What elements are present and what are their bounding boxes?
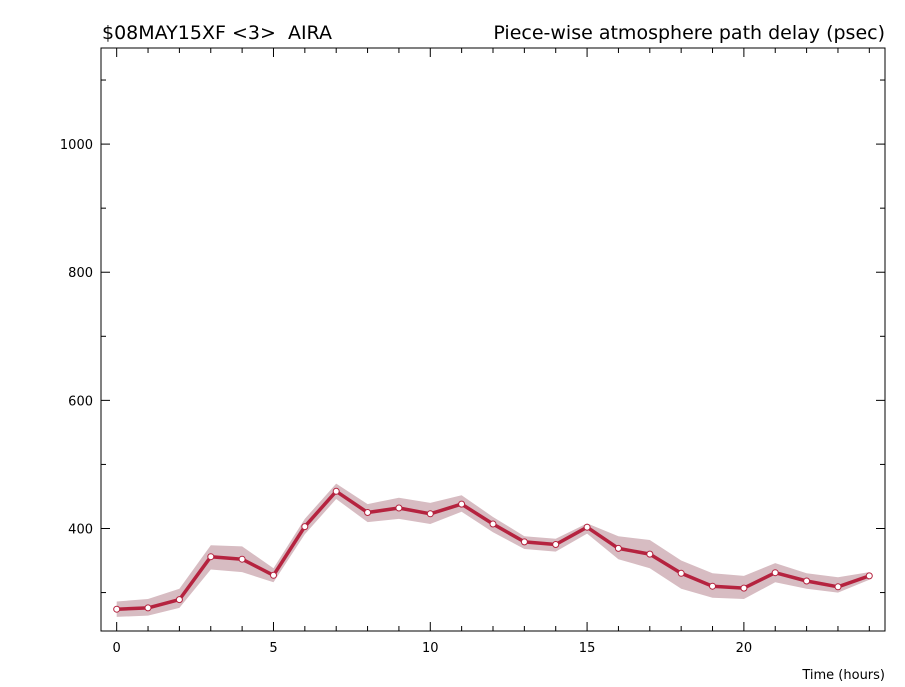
- x-tick-label: 0: [113, 641, 121, 656]
- data-point: [395, 504, 403, 512]
- data-point: [614, 544, 622, 552]
- axis-tick-labels: 0 5 10 15 20 400 600 800 1000: [60, 138, 752, 656]
- y-tick-label: 1000: [60, 138, 93, 153]
- data-point: [677, 569, 685, 577]
- error-band-layer: [116, 483, 870, 617]
- data-point: [144, 604, 152, 612]
- data-point: [865, 572, 873, 580]
- chart-header-left: $08MAY15XF <3> AIRA: [102, 22, 332, 44]
- data-point: [552, 541, 560, 548]
- data-point: [458, 500, 466, 508]
- data-point: [489, 520, 497, 528]
- data-point: [332, 487, 340, 495]
- data-point-layer: [113, 487, 873, 613]
- y-tick-label: 600: [68, 394, 93, 409]
- x-tick-label: 15: [579, 641, 596, 656]
- data-point: [740, 584, 748, 592]
- data-point: [301, 523, 309, 531]
- data-point: [583, 523, 591, 531]
- data-point: [834, 583, 842, 591]
- chart-title: Piece-wise atmosphere path delay (psec): [493, 22, 885, 44]
- data-point: [646, 550, 654, 558]
- axis-ticks: [101, 48, 885, 631]
- error-band: [116, 483, 870, 617]
- x-tick-label: 10: [422, 641, 439, 656]
- data-point: [175, 596, 183, 604]
- x-axis-label: Time (hours): [801, 668, 885, 683]
- data-point: [364, 509, 372, 516]
- data-point: [771, 569, 779, 577]
- x-tick-label: 20: [736, 641, 753, 656]
- y-tick-label: 800: [68, 266, 93, 281]
- x-tick-label: 5: [269, 641, 277, 656]
- data-point: [113, 605, 121, 613]
- data-point: [520, 538, 528, 546]
- data-point: [803, 577, 811, 585]
- plot-frame: [100, 47, 886, 632]
- data-point: [238, 555, 246, 563]
- data-point: [709, 582, 716, 590]
- data-point: [270, 571, 277, 579]
- y-tick-label: 400: [68, 522, 93, 537]
- data-point: [426, 510, 434, 518]
- data-point: [207, 553, 215, 561]
